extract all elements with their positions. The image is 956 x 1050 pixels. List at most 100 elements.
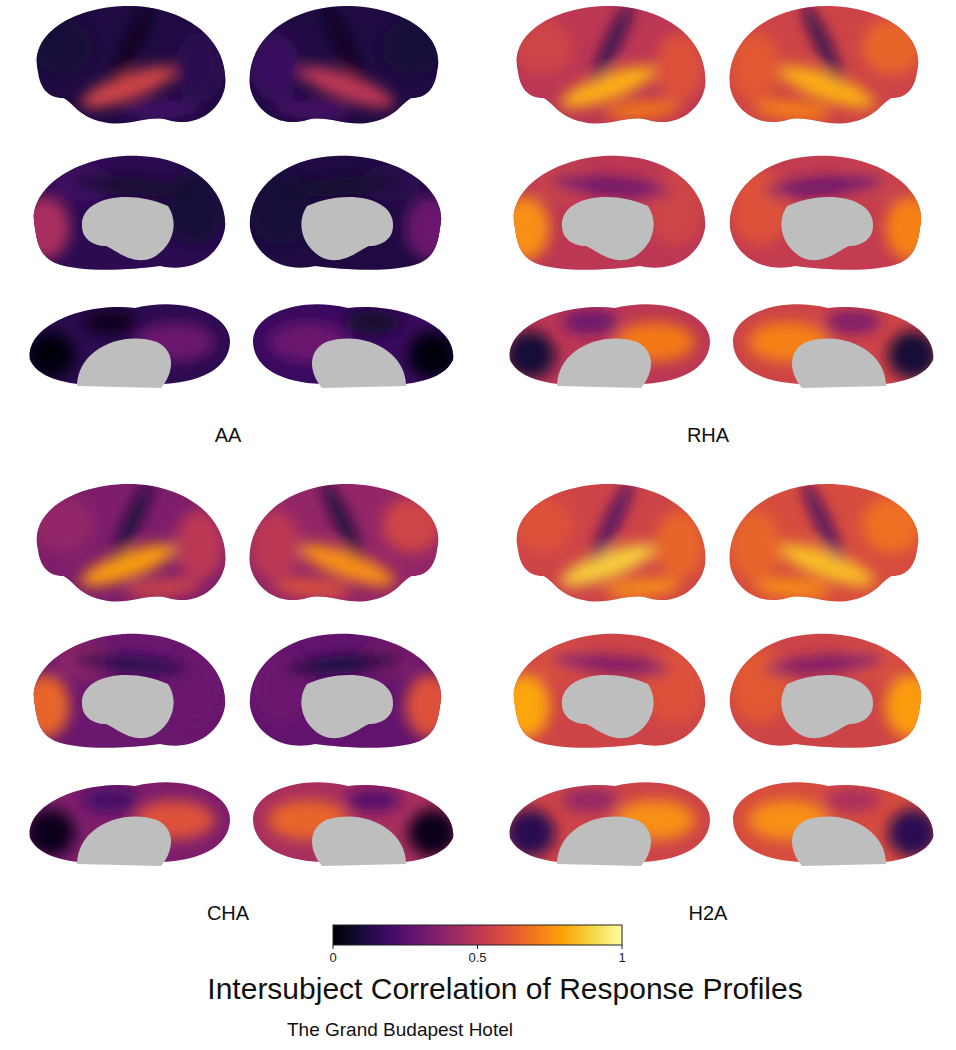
surface-region [108, 0, 158, 85]
surface-base [20, 763, 238, 873]
surface-region [273, 576, 350, 601]
colorbar-tick [333, 945, 334, 949]
colorbar-tick [477, 945, 478, 949]
brain-view [20, 763, 238, 873]
colorbar-tick-label: 1 [618, 950, 625, 965]
colorbar: 00.51 [329, 925, 625, 965]
medial-wall [312, 817, 406, 866]
brain-view [245, 763, 463, 873]
surface-region [124, 576, 201, 601]
surface-region [888, 809, 938, 857]
surface-region [250, 510, 300, 580]
medial-wall [77, 817, 171, 866]
medial-wall [781, 675, 873, 738]
surface-region [562, 310, 618, 334]
medial-wall [562, 197, 654, 260]
brain-view [13, 0, 235, 137]
brain-view [495, 143, 715, 279]
surface [720, 143, 940, 279]
panel-label: CHA [207, 902, 250, 924]
surface-base [720, 475, 942, 615]
surface-base [15, 143, 235, 279]
surface-base [240, 143, 460, 279]
surface-base [720, 0, 942, 137]
surface-region [655, 32, 705, 102]
surface-region [885, 674, 935, 738]
surface-base [500, 763, 718, 873]
surface-region [604, 576, 681, 601]
surface [495, 143, 715, 279]
colorbar-tick-label: 0 [329, 950, 336, 965]
surface-base [240, 0, 462, 137]
surface-region [25, 331, 75, 379]
surface-region [250, 32, 300, 102]
medial-wall [312, 339, 406, 388]
surface-region [82, 310, 138, 334]
surface-base [720, 143, 940, 279]
surface [240, 0, 462, 137]
surface-base [245, 285, 463, 395]
brain-view [240, 0, 462, 137]
surface [15, 143, 235, 279]
surface-base [495, 143, 715, 279]
surface [720, 0, 942, 137]
brain-view [720, 143, 940, 279]
brain-view [725, 285, 943, 395]
surface [500, 285, 718, 395]
surface-region [408, 809, 458, 857]
surface-region [33, 19, 93, 75]
surface-region [730, 648, 790, 724]
surface-base [720, 621, 940, 757]
medial-wall [562, 675, 654, 738]
surface-base [15, 621, 235, 757]
surface-region [797, 0, 847, 85]
surface-region [730, 510, 780, 580]
surface [720, 475, 942, 615]
surface-region [175, 510, 225, 580]
surface-base [13, 475, 235, 615]
surface-region [825, 310, 881, 334]
surface [495, 621, 715, 757]
surface-base [240, 475, 462, 615]
surface-base [245, 763, 463, 873]
brain-view [725, 763, 943, 873]
brain-view [500, 285, 718, 395]
surface [20, 285, 238, 395]
surface-region [604, 98, 681, 123]
panel: H2A [493, 475, 943, 924]
medial-wall [77, 339, 171, 388]
brain-view [240, 621, 460, 757]
surface-region [284, 172, 405, 200]
surface [240, 475, 462, 615]
panel-label: RHA [687, 424, 730, 446]
surface [13, 475, 235, 615]
surface-region [500, 674, 550, 738]
surface-region [862, 19, 922, 75]
surface-base [495, 621, 715, 757]
surface [720, 621, 940, 757]
surface-region [317, 477, 367, 563]
brain-view [493, 475, 715, 615]
surface-region [317, 0, 367, 85]
brain-view [495, 621, 715, 757]
surface-region [513, 19, 573, 75]
surface-region [753, 576, 830, 601]
colorbar-scale [333, 925, 622, 945]
surface-region [175, 32, 225, 102]
surface-base [493, 475, 715, 615]
surface-region [250, 170, 310, 246]
panel-label: H2A [689, 902, 729, 924]
brain-view [720, 621, 940, 757]
surface [493, 475, 715, 615]
surface-region [862, 497, 922, 553]
surface-region [124, 98, 201, 123]
brain-view [15, 143, 235, 279]
brain-view [720, 475, 942, 615]
surface-region [69, 172, 190, 200]
medial-wall [792, 339, 886, 388]
brain-view [720, 0, 942, 137]
surface-region [500, 196, 550, 260]
surface-base [500, 285, 718, 395]
surface [493, 0, 715, 137]
surface-base [493, 0, 715, 137]
